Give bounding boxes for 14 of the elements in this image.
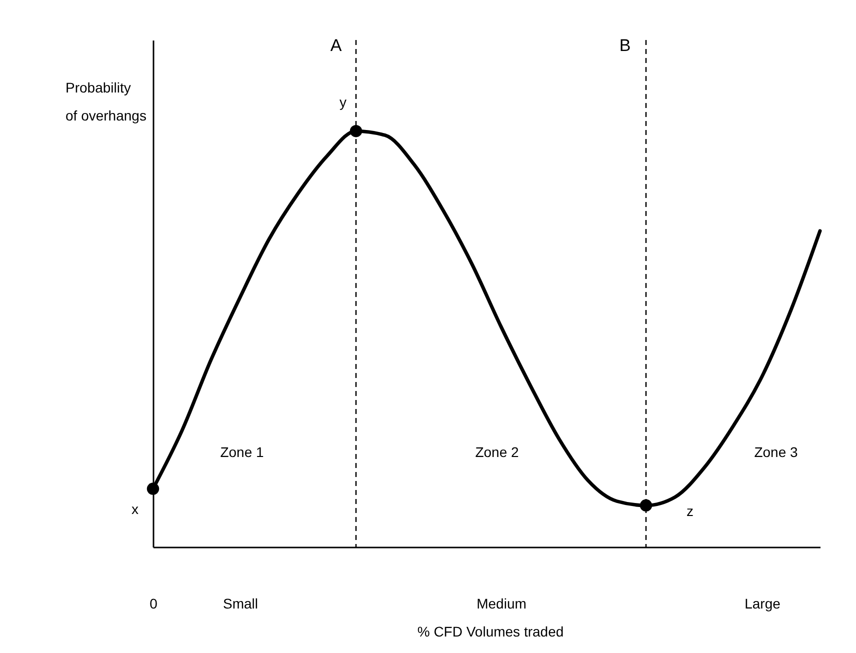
x-tick-label: Large xyxy=(744,596,781,612)
annotation: z xyxy=(686,503,694,519)
annotation: Zone 1 xyxy=(220,444,264,460)
x-tick-label: Small xyxy=(222,596,258,612)
x-tick-label: 0 xyxy=(150,596,158,612)
x-axis-title: % CFD Volumes traded xyxy=(417,624,564,640)
text: y xyxy=(340,94,346,110)
y-axis-title: Probability of overhangs xyxy=(66,80,146,124)
annotation: Zone 2 xyxy=(475,444,520,460)
annotation: Zone 3 xyxy=(754,444,798,460)
x-tick-label: Medium xyxy=(476,596,526,612)
text: A xyxy=(330,36,342,55)
text: x xyxy=(132,501,138,517)
text: B xyxy=(619,36,631,55)
